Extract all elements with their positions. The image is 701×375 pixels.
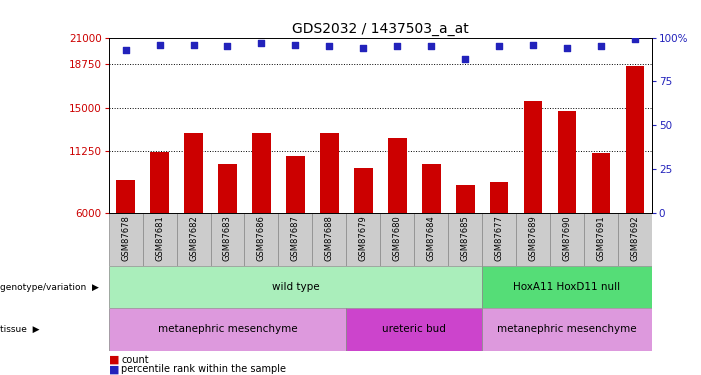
Point [324,43,335,49]
Bar [184,134,203,213]
Point [562,45,573,51]
Point [358,45,369,51]
Bar [550,213,584,266]
Bar [116,180,135,213]
Text: GSM87680: GSM87680 [393,216,402,261]
Text: GSM87690: GSM87690 [562,216,571,261]
Text: GSM87683: GSM87683 [223,216,232,261]
Bar [618,213,652,266]
Text: metanephric mesenchyme: metanephric mesenchyme [497,324,637,334]
Point [494,43,505,49]
Bar [414,213,448,266]
Text: GSM87689: GSM87689 [529,216,538,261]
Point [290,42,301,48]
Bar [245,213,278,266]
Bar [354,168,373,213]
Bar [150,152,169,213]
Bar [388,138,407,213]
Bar [456,185,475,213]
Bar [278,213,313,266]
Bar [177,213,210,266]
Bar [558,111,576,213]
Bar [142,213,177,266]
Bar [482,213,516,266]
Bar [286,156,305,213]
Text: GSM87691: GSM87691 [597,216,606,261]
Bar [346,213,380,266]
Bar [210,213,245,266]
Point [222,43,233,49]
Text: GSM87686: GSM87686 [257,216,266,261]
Point [120,47,131,53]
Text: HoxA11 HoxD11 null: HoxA11 HoxD11 null [513,282,620,292]
Text: GSM87684: GSM87684 [427,216,436,261]
Bar [482,266,652,308]
Text: genotype/variation  ▶: genotype/variation ▶ [0,283,99,292]
Text: GSM87687: GSM87687 [291,216,300,261]
Point [154,42,165,48]
Text: percentile rank within the sample: percentile rank within the sample [121,364,286,374]
Bar [584,213,618,266]
Text: GSM87679: GSM87679 [359,216,368,261]
Text: ■: ■ [109,355,119,365]
Point [527,42,538,48]
Bar [252,134,271,213]
Text: GSM87678: GSM87678 [121,216,130,261]
Text: wild type: wild type [271,282,319,292]
Bar [516,213,550,266]
Bar [490,183,508,213]
Text: GSM87682: GSM87682 [189,216,198,261]
Text: GSM87688: GSM87688 [325,216,334,261]
Bar [524,100,543,213]
Text: GSM87677: GSM87677 [495,216,503,261]
Text: ■: ■ [109,364,119,374]
Bar [422,164,440,213]
Point [256,40,267,46]
Text: GSM87692: GSM87692 [630,216,639,261]
Point [392,43,403,49]
Bar [320,134,339,213]
Text: count: count [121,355,149,365]
Text: ureteric bud: ureteric bud [382,324,446,334]
Title: GDS2032 / 1437503_a_at: GDS2032 / 1437503_a_at [292,22,469,36]
Bar [448,213,482,266]
Bar [109,308,346,351]
Text: GSM87685: GSM87685 [461,216,470,261]
Bar [109,213,142,266]
Bar [625,66,644,213]
Point [426,43,437,49]
Bar [218,164,237,213]
Point [595,43,606,49]
Bar [592,153,611,213]
Text: tissue  ▶: tissue ▶ [0,325,39,334]
Bar [313,213,346,266]
Text: metanephric mesenchyme: metanephric mesenchyme [158,324,297,334]
Bar [109,266,482,308]
Bar [381,213,414,266]
Text: GSM87681: GSM87681 [155,216,164,261]
Point [629,36,641,42]
Bar [482,308,652,351]
Point [188,42,199,48]
Bar [346,308,482,351]
Point [460,56,471,62]
